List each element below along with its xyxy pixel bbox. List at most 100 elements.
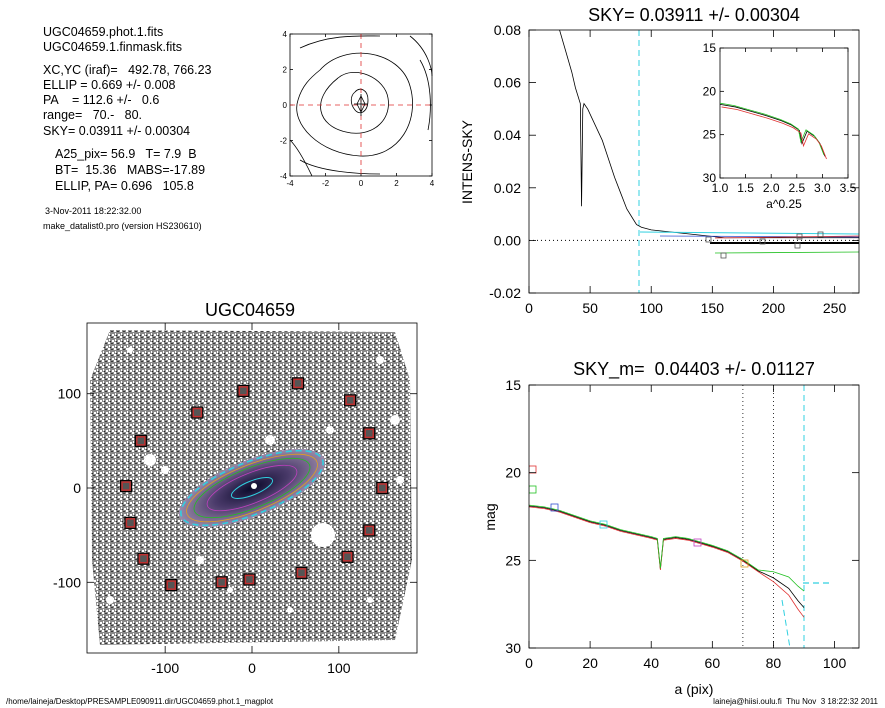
mask-box-inner xyxy=(244,574,255,585)
mask-box xyxy=(295,566,308,579)
sky-ylabel: INTENS-SKY xyxy=(459,119,475,204)
x-tick-label: 2.0 xyxy=(763,181,780,195)
mask-box xyxy=(341,550,354,563)
mask-box xyxy=(137,552,150,565)
y-tick-label: -100 xyxy=(53,574,81,590)
mask-box-inner xyxy=(364,525,374,536)
x-tick-label: 3.5 xyxy=(840,181,857,195)
mag-markers xyxy=(529,465,830,648)
y-tick-label: 20 xyxy=(505,465,521,481)
x-tick-label: 250 xyxy=(823,300,847,316)
y-tick-label: 2 xyxy=(283,66,288,75)
inset-curve-green xyxy=(720,102,825,156)
mag-ylabel: mag xyxy=(482,503,498,530)
mag-title: SKY_m= 0.04403 +/- 0.01127 xyxy=(573,359,815,380)
header-line: BT= 15.36 MABS=-17.89 xyxy=(55,163,205,177)
inset-plot: 1.0 1.5 2.0 2.5 3.0 3.5 15 20 25 30 a^0.25 xyxy=(703,41,857,211)
mask-box-inner xyxy=(342,552,353,562)
x-tick-label: 1.0 xyxy=(712,181,729,195)
outer-isophote xyxy=(180,449,324,527)
mask-box xyxy=(376,481,389,495)
mask-box xyxy=(119,480,133,493)
y-tick-label: 0 xyxy=(283,101,288,110)
y-tick-label: 30 xyxy=(505,640,521,656)
mask-box-inner xyxy=(192,407,203,418)
x-tick-label: 2.5 xyxy=(788,181,805,195)
x-tick-label: 100 xyxy=(640,300,664,316)
header-line: ELLIP, PA= 0.696 105.8 xyxy=(55,179,194,193)
x-tick-label: 150 xyxy=(701,300,725,316)
header-line: SKY= 0.03911 +/- 0.00304 xyxy=(43,124,190,138)
sky-profile-plot: SKY= 0.03911 +/- 0.00304 INTENS-SKY 0 50 1… xyxy=(459,5,860,316)
mask-box xyxy=(191,406,204,419)
y-tick-label: 0.00 xyxy=(494,232,521,248)
x-tick-label: 100 xyxy=(823,655,847,671)
mag-frame xyxy=(528,384,860,649)
y-tick-label: 25 xyxy=(505,552,521,568)
header-line: A25_pix= 56.9 T= 7.9 B xyxy=(55,147,197,161)
header-line: UGC04659.phot.1.fits xyxy=(43,25,163,39)
y-tick-label: 0 xyxy=(73,480,81,496)
x-tick-label: 0 xyxy=(525,655,533,671)
contour-plot: -4 -2 0 2 4 4 2 0 -2 -4 xyxy=(280,30,435,188)
mask-box-inner xyxy=(138,553,149,564)
date-stamp: 3-Nov-2011 18:22:32.00 xyxy=(45,206,141,216)
mask-box xyxy=(344,394,357,407)
mag-xlabel: a (pix) xyxy=(675,681,714,697)
x-tick-label: 2 xyxy=(394,179,399,188)
sky-frame xyxy=(528,29,860,294)
x-tick-label: -4 xyxy=(286,179,294,188)
x-tick-label: 0 xyxy=(525,300,533,316)
mask-box-inner xyxy=(238,386,249,396)
x-tick-label: 0 xyxy=(248,660,256,676)
mask-box xyxy=(291,377,305,390)
center-marker xyxy=(354,94,368,116)
x-tick-label: -100 xyxy=(151,660,179,676)
mask-box-inner xyxy=(125,518,136,528)
contour-lines xyxy=(289,35,433,177)
x-tick-label: 40 xyxy=(643,655,659,671)
x-tick-label: 100 xyxy=(327,660,351,676)
inset-frame xyxy=(719,47,849,179)
mag-profile-red xyxy=(529,506,805,618)
mask-box-inner xyxy=(293,378,303,389)
mag-profile-plot: SKY_m= 0.04403 +/- 0.01127 mag a (pix) 0… xyxy=(482,359,860,697)
y-tick-label: 25 xyxy=(703,128,717,142)
mask-box xyxy=(363,524,376,537)
nucleus xyxy=(251,483,257,489)
mask-box-inner xyxy=(345,395,355,406)
mask-box xyxy=(243,573,256,586)
mask-box xyxy=(134,434,147,447)
x-tick-label: 1.5 xyxy=(737,181,754,195)
mask-box xyxy=(215,576,228,589)
isophote xyxy=(186,453,318,523)
mag-profile-green xyxy=(529,504,805,592)
mask-box xyxy=(237,384,250,397)
mask-box-inner xyxy=(364,428,374,439)
y-tick-label: 0.02 xyxy=(494,180,521,196)
header-block: UGC04659.phot.1.fits UGC04659.1.finmask.… xyxy=(43,25,212,231)
x-tick-label: 0 xyxy=(359,179,364,188)
y-tick-label: 100 xyxy=(58,386,82,402)
header-line: range= 70.- 80. xyxy=(43,108,142,122)
mask-box-inner xyxy=(216,577,227,588)
y-tick-label: 30 xyxy=(703,171,717,185)
y-tick-label: -2 xyxy=(280,137,288,146)
sky-segments xyxy=(639,231,859,259)
x-tick-label: 50 xyxy=(582,300,598,316)
y-tick-label: 15 xyxy=(703,41,717,55)
x-tick-label: 3.0 xyxy=(814,181,831,195)
y-tick-label: -4 xyxy=(280,172,288,181)
galaxy-image-plot: UGC04659 -100 0 100 100 0 -100 xyxy=(53,300,418,676)
mask-box-inner xyxy=(377,483,388,493)
y-tick-label: 0.08 xyxy=(494,22,521,38)
inner-isophote xyxy=(230,477,274,499)
isophote xyxy=(206,464,298,512)
y-tick-label: 0.06 xyxy=(494,75,521,91)
y-tick-label: 4 xyxy=(283,30,288,39)
y-tick-label: -0.02 xyxy=(489,285,521,301)
sky-title: SKY= 0.03911 +/- 0.00304 xyxy=(588,5,800,25)
header-line: UGC04659.1.finmask.fits xyxy=(43,40,182,54)
x-tick-label: 4 xyxy=(430,179,435,188)
footer-path: /home/laineja/Desktop/PRESAMPLE090911.di… xyxy=(6,697,274,706)
